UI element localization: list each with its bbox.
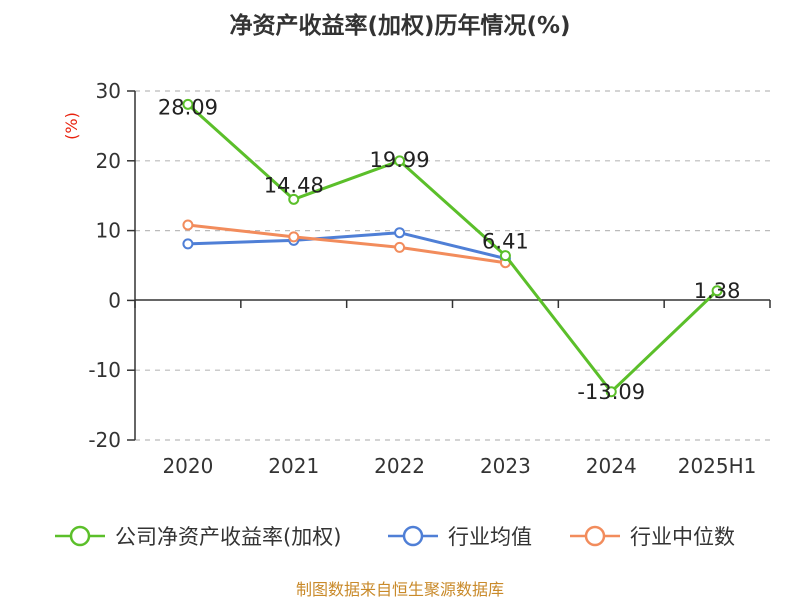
chart-title: 净资产收益率(加权)历年情况(%) bbox=[229, 12, 570, 39]
data-point bbox=[288, 231, 300, 243]
series-line bbox=[187, 223, 506, 265]
series-layer bbox=[182, 98, 723, 398]
x-tick-label: 2021 bbox=[268, 454, 319, 478]
x-tick-label: 2024 bbox=[586, 454, 637, 478]
x-tick-label: 2023 bbox=[480, 454, 531, 478]
legend-marker bbox=[402, 525, 424, 547]
data-label: 6.41 bbox=[482, 230, 529, 254]
data-label: 1.38 bbox=[694, 279, 741, 303]
data-point bbox=[288, 193, 300, 205]
legend-label: 行业均值 bbox=[448, 525, 532, 549]
data-label-layer: 28.09 14.48 19.99 6.41 -13.09 1.38 bbox=[158, 95, 741, 403]
x-tick-label: 2022 bbox=[374, 454, 425, 478]
data-point bbox=[182, 98, 194, 110]
data-point bbox=[499, 250, 511, 262]
y-tick-label: 0 bbox=[108, 288, 121, 312]
data-point bbox=[394, 227, 406, 239]
data-point bbox=[605, 386, 617, 398]
data-source-note: 制图数据来自恒生聚源数据库 bbox=[296, 580, 504, 599]
data-label: 19.99 bbox=[370, 148, 430, 172]
legend: 公司净资产收益率(加权) 行业均值 行业中位数 bbox=[55, 525, 735, 549]
data-label: 14.48 bbox=[264, 173, 324, 197]
legend-marker bbox=[584, 525, 606, 547]
y-tick-label: 10 bbox=[96, 219, 121, 243]
data-point bbox=[394, 155, 406, 167]
legend-label: 公司净资产收益率(加权) bbox=[115, 525, 341, 549]
series-line bbox=[186, 103, 719, 394]
axis-layer: 30 20 10 0 -10 -20 2020 2021 2022 2023 2024 2025H1 bbox=[88, 79, 771, 478]
x-tick-label: 2020 bbox=[162, 454, 213, 478]
data-point bbox=[182, 219, 194, 231]
data-point bbox=[711, 285, 723, 297]
y-tick-label: -10 bbox=[88, 358, 121, 382]
y-tick-label: -20 bbox=[88, 428, 121, 452]
x-tick-label: 2025H1 bbox=[678, 454, 757, 478]
data-label: 28.09 bbox=[158, 95, 218, 119]
data-point bbox=[394, 241, 406, 253]
data-point bbox=[182, 238, 194, 250]
y-axis-label: (%) bbox=[62, 112, 81, 140]
y-tick-label: 30 bbox=[96, 79, 121, 103]
y-tick-label: 20 bbox=[96, 149, 121, 173]
legend-label: 行业中位数 bbox=[630, 525, 735, 549]
series-line bbox=[187, 231, 506, 260]
legend-marker bbox=[69, 525, 91, 547]
data-label: -13.09 bbox=[577, 380, 645, 404]
